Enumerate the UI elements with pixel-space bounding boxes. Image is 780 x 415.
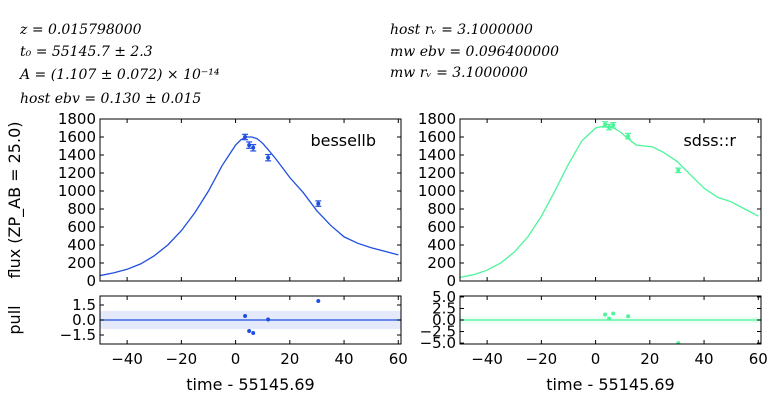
y-tick-label: 1200	[418, 164, 456, 182]
x-axis-label: time - 55145.69	[186, 375, 314, 394]
x-tick-label: 60	[389, 350, 408, 368]
x-tick-label: 60	[749, 350, 768, 368]
y-tick-label: 1800	[58, 110, 96, 128]
data-point	[247, 143, 252, 148]
y-tick-label: 400	[67, 236, 96, 254]
pull-point	[611, 311, 616, 316]
x-tick-label: 40	[695, 350, 714, 368]
y-tick-label: 1400	[58, 146, 96, 164]
pull-point	[266, 317, 271, 322]
y-tick-label: 0.0	[432, 311, 456, 329]
pull-point	[607, 316, 612, 321]
data-point	[243, 135, 248, 139]
x-axis-label: time - 55145.69	[546, 375, 674, 394]
data-point	[251, 145, 256, 150]
y-tick-label: 200	[427, 254, 456, 272]
model-curve	[460, 125, 759, 279]
x-tick-label: −40	[111, 350, 143, 368]
y-axis-label: flux (ZP_AB = 25.0)	[5, 122, 25, 279]
param-host-ebv: host ebv = 0.130 ± 0.015	[20, 91, 201, 107]
x-tick-label: 20	[280, 350, 299, 368]
y-tick-label: 400	[427, 236, 456, 254]
pull-point	[603, 312, 608, 317]
panel-data	[100, 299, 401, 335]
y-tick-label: 800	[67, 200, 96, 218]
x-tick-label: 40	[335, 350, 354, 368]
pull-point	[247, 329, 252, 333]
param-t0: t₀ = 55145.7 ± 2.3	[20, 44, 153, 60]
x-tick-label: 0	[591, 350, 601, 368]
y-tick-label: 1600	[418, 128, 456, 146]
pull-point	[251, 331, 256, 335]
x-tick-label: −20	[526, 350, 558, 368]
x-tick-label: −20	[166, 350, 198, 368]
data-point	[676, 168, 681, 173]
pull-point	[316, 299, 321, 303]
panel-2: −1.50.01.5 −40 −20 0 20 40 60 time - 55145.69 pu…	[5, 295, 408, 394]
panel-data	[460, 311, 761, 344]
y-tick-label: −2.5	[420, 323, 456, 341]
panel-data	[460, 121, 759, 279]
y-tick-label: 0	[446, 272, 456, 290]
y-tick-label: 1800	[418, 110, 456, 128]
plot-frame	[99, 118, 402, 282]
panels-layer: 020040060080010001200140016001800bessell…	[5, 110, 768, 394]
y-tick-label: 0.0	[72, 311, 96, 329]
panel-data	[100, 133, 399, 277]
y-tick-label: 1400	[418, 146, 456, 164]
pull-point	[243, 314, 248, 318]
data-point	[611, 123, 616, 128]
y-axis-label: pull	[5, 305, 24, 334]
pull-point	[676, 341, 681, 344]
x-tick-label: 0	[231, 350, 241, 368]
plot-frame	[459, 118, 762, 282]
y-tick-label: 800	[427, 200, 456, 218]
pull-point	[626, 314, 631, 319]
y-tick-label: 1000	[418, 182, 456, 200]
y-tick-label: 5.0	[432, 288, 456, 306]
y-tick-label: 1600	[58, 128, 96, 146]
data-point	[316, 201, 321, 206]
data-point	[626, 134, 631, 139]
param-host-rv: host rᵥ = 3.1000000	[390, 22, 533, 38]
y-tick-label: 1200	[58, 164, 96, 182]
data-point	[266, 155, 271, 160]
data-point	[603, 122, 608, 127]
model-curve	[100, 136, 399, 277]
band-label: sdss::r	[683, 131, 736, 150]
y-tick-label: 1.5	[72, 296, 96, 314]
y-tick-label: 600	[67, 218, 96, 236]
y-tick-label: 0	[86, 272, 96, 290]
param-amplitude: A = (1.107 ± 0.072) × 10⁻¹⁴	[18, 67, 220, 83]
param-mw-ebv: mw ebv = 0.096400000	[390, 44, 559, 60]
x-tick-label: −40	[471, 350, 503, 368]
data-point	[607, 125, 612, 130]
x-tick-label: 20	[640, 350, 659, 368]
param-mw-rv: mw rᵥ = 3.1000000	[390, 65, 528, 81]
y-tick-label: 200	[67, 254, 96, 272]
panel-3: −5.0−2.50.02.55.0 −40 −20 0 20 40 60 time - 551…	[420, 288, 768, 394]
y-tick-label: 1000	[58, 182, 96, 200]
y-tick-label: −5.0	[420, 334, 456, 352]
y-tick-label: 600	[427, 218, 456, 236]
band-label: bessellb	[310, 131, 376, 150]
y-tick-label: −1.5	[60, 326, 96, 344]
y-tick-label: 2.5	[432, 299, 456, 317]
param-redshift: z = 0.015798000	[19, 22, 142, 38]
